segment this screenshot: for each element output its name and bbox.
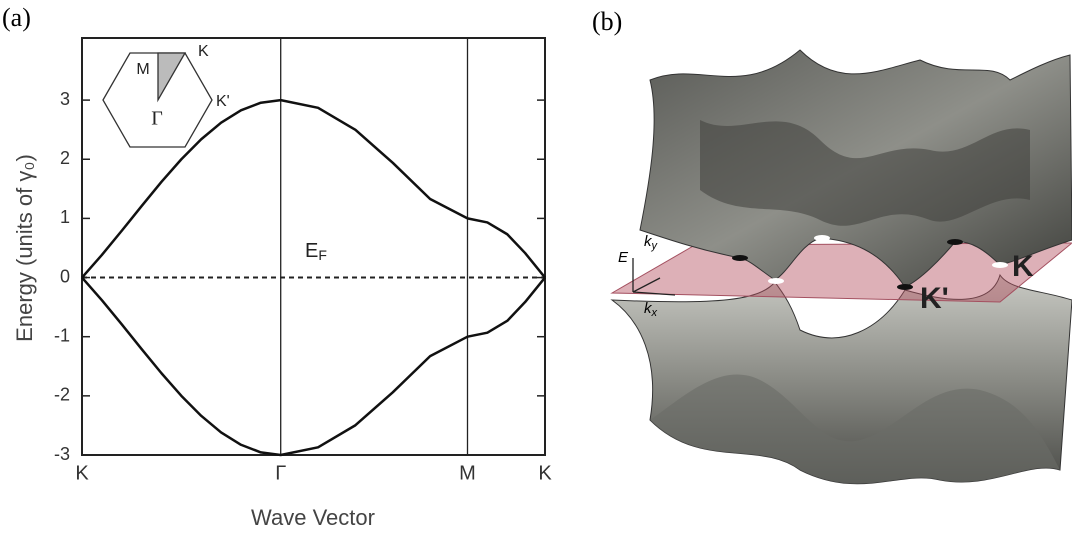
y-tick-label: 0 bbox=[60, 266, 70, 286]
axis-label: E bbox=[618, 249, 629, 266]
point-label: K bbox=[1012, 250, 1034, 283]
fermi-label: EF bbox=[305, 240, 327, 262]
y-tick-label: 1 bbox=[60, 207, 70, 227]
x-tick-label: K bbox=[75, 462, 89, 484]
figure: (a) (b) -3 -2 -1 0 1 2 3 K Γ M K Wave Vector Energy … bbox=[0, 0, 1072, 535]
panel-label: (a) bbox=[2, 3, 31, 32]
y-tick-label: -3 bbox=[54, 444, 70, 464]
y-tick-label: -1 bbox=[54, 325, 70, 345]
panel-a: -3 -2 -1 0 1 2 3 K Γ M K Wave Vector Energy (units o… bbox=[12, 38, 553, 530]
fermi-label-main: E bbox=[305, 240, 318, 262]
x-tick-label: K bbox=[538, 462, 552, 484]
fermi-label-sub: F bbox=[318, 247, 327, 263]
y-axis-label: Energy (units of γ₀) bbox=[12, 154, 37, 342]
y-tick-label: 3 bbox=[60, 89, 70, 109]
axis-label-sub: y bbox=[651, 240, 659, 252]
inset-label: K bbox=[198, 43, 209, 60]
x-tick-label: Γ bbox=[275, 462, 286, 484]
panel-label: (b) bbox=[592, 7, 622, 36]
axis-label-sub: x bbox=[651, 307, 658, 319]
x-tick-label: M bbox=[459, 462, 476, 484]
band-line bbox=[82, 278, 545, 455]
inset-label: K' bbox=[216, 93, 230, 110]
x-axis-label: Wave Vector bbox=[251, 505, 375, 530]
inset-label: M bbox=[136, 61, 149, 78]
y-tick-label: 2 bbox=[60, 148, 70, 168]
point-label: K' bbox=[920, 282, 949, 315]
y-tick-label: -2 bbox=[54, 385, 70, 405]
inset-label: Γ bbox=[151, 108, 163, 130]
panel-b: E ky kx K' K bbox=[612, 50, 1072, 484]
